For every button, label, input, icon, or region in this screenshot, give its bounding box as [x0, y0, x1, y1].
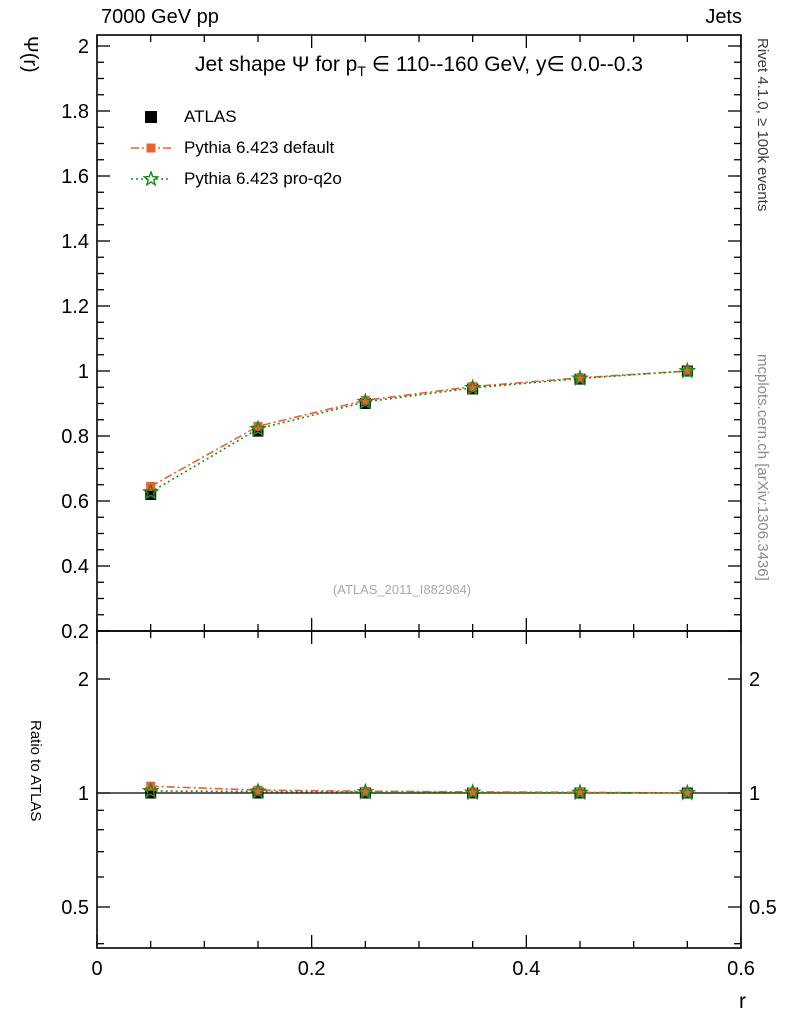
plot-title: Jet shape Ψ for pT ∈ 110--160 GeV, y∈ 0.… — [97, 52, 741, 79]
y-tick-label: 1 — [78, 361, 89, 383]
ratio-axis-label: Ratio to ATLAS — [27, 720, 44, 822]
analysis-id-watermark: (ATLAS_2011_I882984) — [332, 582, 472, 597]
ratio-line-pythia-6-423-default — [150, 785, 688, 794]
top-series-pythia-6-423-pro-q2o — [141, 361, 697, 500]
y-tick-label: 0.8 — [61, 426, 89, 448]
line-pythia-6-423-pro-q2o — [150, 370, 688, 493]
legend-label: Pythia 6.423 default — [184, 137, 335, 157]
ratio-tick-label-left: 0.5 — [61, 897, 89, 919]
top-series-pythia-6-423-default — [146, 366, 692, 491]
y-tick-label: 2 — [78, 36, 89, 58]
analysis-group-label: Jets — [705, 6, 742, 28]
ratio-tick-label-left: 2 — [78, 669, 89, 691]
y-tick-label: 1.4 — [61, 231, 89, 253]
plot-title-pre: Jet shape Ψ for p — [195, 53, 358, 76]
x-tick-label: 0.6 — [727, 958, 755, 980]
axis-ticks — [96, 35, 742, 948]
ratio-series-pythia-6-423-default — [146, 781, 692, 798]
top-series-atlas — [145, 365, 693, 500]
beam-label: 7000 GeV pp — [101, 6, 219, 28]
legend-entry-pythia-proq2o: Pythia 6.423 pro-q2o — [131, 163, 342, 194]
pythia-proq2o-marker-icon — [131, 169, 171, 187]
x-tick-label: 0 — [91, 958, 102, 980]
ratio-tick-label-right: 1 — [749, 783, 760, 805]
ratio-tick-label-left: 1 — [78, 783, 89, 805]
ratio-series-pythia-6-423-pro-q2o — [141, 781, 697, 801]
legend-entry-atlas: ATLAS — [131, 101, 342, 132]
line-pythia-6-423-default — [150, 370, 688, 488]
rivet-version-caption: Rivet 4.1.0, ≥ 100k events — [754, 38, 771, 212]
ratio-tick-label-right: 0.5 — [749, 897, 777, 919]
legend-entry-pythia-default: Pythia 6.423 default — [131, 132, 342, 163]
y-tick-label: 0.6 — [61, 491, 89, 513]
ratio-tick-label-right: 2 — [749, 669, 760, 691]
plot-title-post: ∈ 110--160 GeV, y∈ 0.0--0.3 — [365, 53, 643, 76]
x-axis-label: r — [739, 990, 746, 1013]
x-tick-label: 0.4 — [512, 958, 540, 980]
top-series-lines — [150, 370, 688, 493]
legend-label: Pythia 6.423 pro-q2o — [184, 168, 342, 188]
y-tick-label: 0.2 — [61, 621, 89, 643]
y-tick-label: 1.6 — [61, 166, 89, 188]
plot-title-subscript: T — [357, 63, 366, 80]
y-axis-label: Ψ(r) — [19, 36, 41, 73]
pythia-default-marker-icon — [131, 140, 171, 156]
y-tick-label: 0.4 — [61, 556, 89, 578]
x-tick-label: 0.2 — [298, 958, 326, 980]
y-tick-label: 1.8 — [61, 101, 89, 123]
mcplots-source-caption: mcplots.cern.ch [arXiv:1306.3436] — [754, 354, 771, 581]
atlas-marker-icon — [131, 109, 171, 125]
legend: ATLAS Pythia 6.423 default Pythia 6.423 … — [131, 101, 342, 194]
ratio-panel-frame — [96, 630, 742, 949]
legend-label: ATLAS — [184, 106, 237, 126]
y-tick-label: 1.2 — [61, 296, 89, 318]
